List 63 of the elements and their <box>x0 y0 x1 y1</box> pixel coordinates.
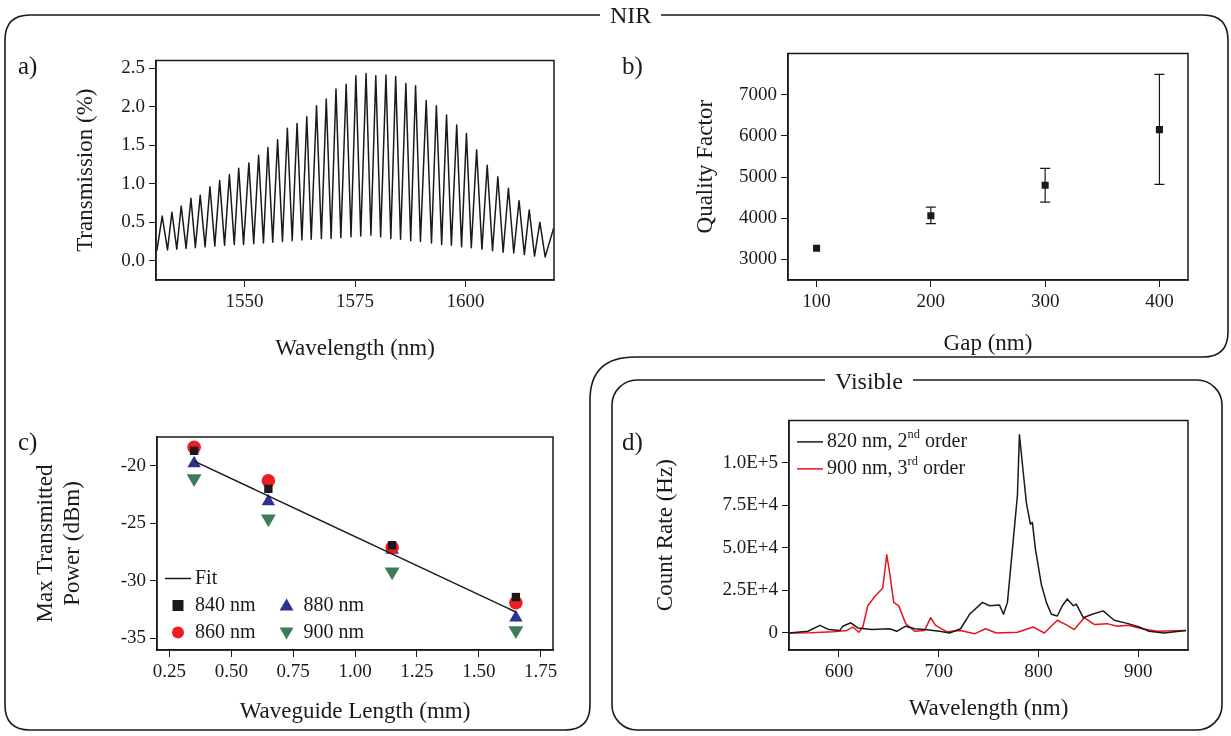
legend-label: 840 nm <box>195 592 256 615</box>
legend-label: Fit <box>195 565 218 588</box>
x-tick-label: 1.00 <box>338 660 372 682</box>
y-tick-label: 3000 <box>739 247 777 269</box>
y-tick-label: 0.0 <box>121 248 145 270</box>
x-tick-label: 400 <box>1145 290 1174 312</box>
text: Visible <box>825 368 913 395</box>
y-tick-label: 1.5 <box>121 133 145 155</box>
x-tick-label: 1.25 <box>400 660 434 682</box>
chart-title: d) <box>622 428 643 456</box>
x-tick-label: 600 <box>824 660 854 682</box>
text: NIR <box>600 2 662 29</box>
x-axis-title: Wavelength (nm) <box>275 335 435 361</box>
y-tick-label: 2.5 <box>121 56 145 78</box>
point <box>509 610 523 622</box>
x-tick-label: 0.25 <box>152 660 186 682</box>
y-tick-label: 7000 <box>739 82 777 104</box>
y-tick-label: -20 <box>120 453 146 475</box>
y-tick-label: -25 <box>120 511 146 533</box>
x-tick-label: 300 <box>1030 290 1060 312</box>
y-tick-label: 0.5 <box>121 210 145 232</box>
y-tick-label: 0 <box>768 620 778 642</box>
legend-label: 880 nm <box>303 592 365 615</box>
y-tick-label: 4000 <box>739 206 777 228</box>
y-axis-title: Count Rate (Hz) <box>651 459 677 612</box>
x-tick-label: 1550 <box>225 290 264 312</box>
y-tick-label: 6000 <box>739 123 777 145</box>
x-tick-label: 900 <box>1123 660 1153 682</box>
x-tick-label: 800 <box>1024 660 1053 682</box>
point <box>813 244 821 252</box>
y-axis-title: Quality Factor <box>691 99 717 234</box>
y-axis-title: Max Transmitted Power (dBm) <box>31 464 85 623</box>
x-tick-label: 700 <box>924 660 953 682</box>
chart-title: c) <box>18 428 38 456</box>
legend-label: 860 nm <box>195 619 256 642</box>
y-tick-label: 2.0 <box>121 94 145 116</box>
x-tick-label: 0.50 <box>214 660 248 682</box>
x-tick-label: 1600 <box>446 290 485 312</box>
chart-title: b) <box>622 52 643 80</box>
x-axis-title: Waveguide Length (mm) <box>239 698 471 724</box>
y-tick-label: 1.0E+5 <box>722 450 778 472</box>
x-tick-label: 1.75 <box>524 660 558 682</box>
x-tick-label: 100 <box>802 290 831 312</box>
point <box>264 484 273 493</box>
y-tick-label: 2.5E+4 <box>722 578 779 600</box>
point <box>261 493 276 506</box>
x-tick-label: 200 <box>916 290 946 312</box>
x-tick-label: 1.50 <box>462 660 496 682</box>
y-tick-label: -35 <box>120 626 146 648</box>
x-axis-title: Wavelength (nm) <box>908 695 1069 721</box>
y-tick-label: 5.0E+4 <box>722 535 779 557</box>
x-tick-label: 1575 <box>336 290 374 312</box>
chart-title: a) <box>18 52 38 80</box>
y-axis-title: Transmission (%) <box>71 88 97 252</box>
y-tick-label: -30 <box>120 568 146 590</box>
y-tick-label: 5000 <box>739 164 777 186</box>
y-tick-label: 7.5E+4 <box>722 493 779 515</box>
y-tick-label: 1.0 <box>121 171 145 193</box>
legend-label: 900 nm <box>303 619 365 642</box>
x-tick-label: 0.75 <box>276 660 310 682</box>
point <box>511 592 521 602</box>
x-axis-title: Gap (nm) <box>943 330 1033 356</box>
point <box>189 446 199 455</box>
